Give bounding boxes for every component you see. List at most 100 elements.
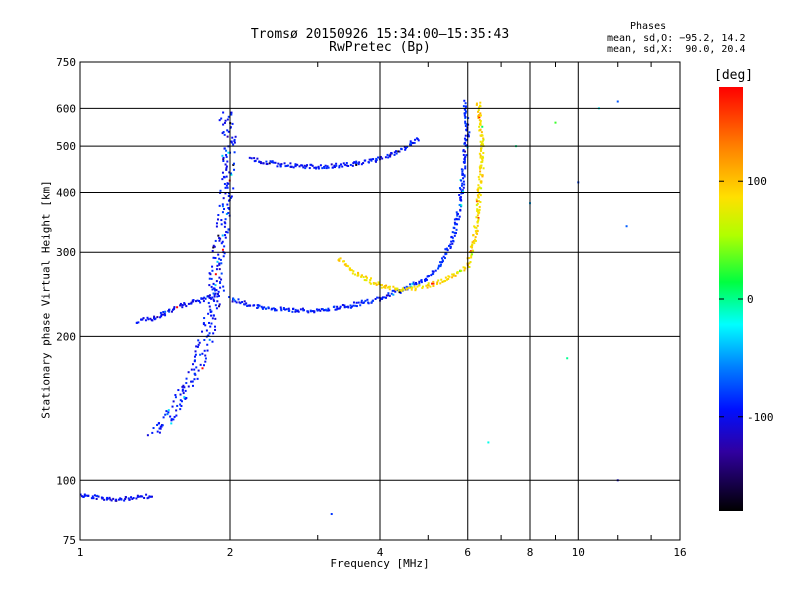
data-point (343, 263, 346, 266)
data-point (464, 105, 467, 108)
data-point (456, 213, 459, 216)
data-point (135, 321, 138, 324)
data-point (274, 308, 277, 311)
data-point (432, 284, 435, 287)
data-point (479, 105, 482, 108)
data-point (463, 137, 466, 140)
data-point (330, 513, 333, 516)
y-tick-label: 400 (56, 186, 76, 199)
data-point (391, 289, 394, 292)
data-point (198, 299, 201, 302)
data-point (232, 163, 235, 166)
data-point (477, 220, 480, 223)
data-point (319, 309, 322, 312)
data-point (283, 162, 286, 165)
data-point (462, 177, 465, 180)
data-point (333, 166, 336, 169)
data-point (450, 240, 453, 243)
data-point (217, 234, 220, 237)
data-point (406, 287, 409, 290)
data-point (463, 175, 466, 178)
data-point (337, 307, 340, 310)
data-point (141, 495, 144, 498)
data-point (478, 186, 481, 189)
data-point (211, 340, 214, 343)
data-point (475, 103, 478, 106)
data-point (220, 278, 223, 281)
data-point (463, 108, 466, 111)
data-point (220, 262, 223, 265)
data-point (315, 167, 318, 170)
data-point (424, 280, 427, 283)
data-point (272, 161, 275, 164)
data-point (383, 286, 386, 289)
data-point (226, 182, 229, 185)
data-point (477, 114, 480, 117)
data-point (296, 163, 299, 166)
data-point (477, 217, 480, 220)
data-point (393, 151, 396, 154)
data-point (268, 162, 271, 165)
data-point (266, 163, 269, 166)
data-point (212, 256, 215, 259)
data-point (223, 208, 226, 211)
data-point (209, 308, 212, 311)
data-point (257, 306, 260, 309)
data-point (287, 307, 290, 310)
data-point (464, 155, 467, 158)
data-point (218, 262, 221, 265)
data-point (287, 309, 290, 312)
data-point (377, 156, 380, 159)
data-point (213, 245, 216, 248)
data-point (451, 236, 454, 239)
data-point (480, 142, 483, 145)
data-point (439, 263, 442, 266)
data-point (482, 137, 485, 140)
data-point (197, 343, 200, 346)
data-point (207, 301, 210, 304)
data-point (270, 161, 273, 164)
data-point (140, 318, 143, 321)
data-point (441, 259, 444, 262)
data-point (220, 242, 223, 245)
data-point (230, 113, 233, 116)
data-point (256, 306, 259, 309)
data-point (214, 239, 217, 242)
data-point (187, 371, 190, 374)
data-point (224, 192, 227, 195)
data-point (225, 149, 228, 152)
data-point (219, 281, 222, 284)
data-point (97, 495, 100, 498)
data-point (385, 284, 388, 287)
data-point (458, 194, 461, 197)
data-point (460, 184, 463, 187)
data-point (223, 182, 226, 185)
data-point (217, 214, 220, 217)
data-point (221, 211, 224, 214)
data-point (323, 165, 326, 168)
data-point (453, 234, 456, 237)
data-point (480, 157, 483, 160)
data-point (413, 141, 416, 144)
data-point (227, 195, 230, 198)
data-point (367, 301, 370, 304)
data-point (335, 164, 338, 167)
data-point (194, 353, 197, 356)
data-point (170, 310, 173, 313)
data-point (180, 405, 183, 408)
data-point (451, 242, 454, 245)
data-point (457, 218, 460, 221)
y-tick-label: 300 (56, 246, 76, 259)
data-point (215, 307, 218, 310)
data-point (213, 293, 216, 296)
data-point (339, 305, 342, 308)
data-point (474, 239, 477, 242)
data-point (475, 232, 478, 235)
data-point (479, 166, 482, 169)
x-tick-label: 2 (227, 546, 234, 559)
data-point (223, 221, 226, 224)
data-point (452, 240, 455, 243)
data-point (342, 162, 345, 165)
data-point (474, 238, 477, 241)
data-point (158, 422, 161, 425)
